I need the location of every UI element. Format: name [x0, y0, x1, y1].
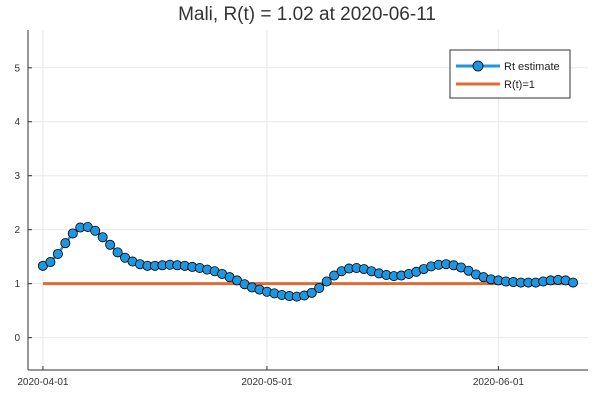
axis-layer: 0 1 2 3 4 5 2020-04-01 2020-05-01 2020-06-01 — [14, 30, 588, 388]
data-point — [97, 232, 108, 243]
x-tick-label: 2020-05-01 — [241, 377, 293, 388]
data-point — [568, 277, 579, 288]
data-point — [306, 287, 317, 298]
legend-label-rt: Rt estimate — [504, 61, 560, 73]
data-point — [105, 239, 116, 250]
data-point — [52, 248, 63, 259]
data-point — [60, 238, 71, 249]
y-tick-label: 0 — [14, 333, 20, 344]
series-layer — [37, 221, 579, 302]
data-point — [45, 257, 56, 268]
x-tick-label: 2020-06-01 — [473, 377, 525, 388]
y-tick-label: 1 — [14, 279, 20, 290]
data-point — [90, 225, 101, 236]
y-tick-label: 5 — [14, 63, 20, 74]
legend-box — [449, 49, 571, 99]
legend-marker-rt — [472, 60, 484, 72]
data-point — [329, 270, 340, 281]
legend: Rt estimate R(t)=1 — [449, 49, 571, 99]
y-tick-label: 3 — [14, 171, 20, 182]
data-point — [321, 276, 332, 287]
y-tick-label: 2 — [14, 225, 20, 236]
data-point — [112, 247, 123, 258]
chart-title: Mali, R(t) = 1.02 at 2020-06-11 — [178, 4, 436, 25]
x-tick-label: 2020-04-01 — [17, 377, 69, 388]
y-tick-label: 4 — [14, 117, 20, 128]
legend-label-ref: R(t)=1 — [504, 79, 535, 91]
data-point — [314, 282, 325, 293]
data-point — [67, 228, 78, 239]
